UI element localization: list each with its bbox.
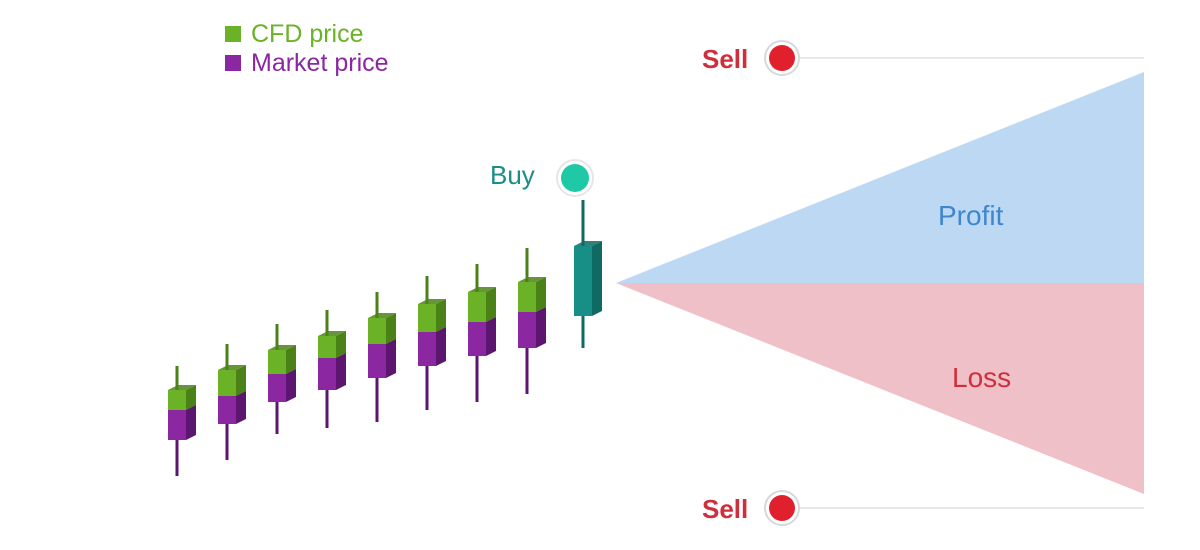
buy-label: Buy: [490, 160, 535, 191]
candle-6-market-front: [468, 322, 486, 356]
sell-dot-bottom: [769, 495, 795, 521]
legend-item-market: Market price: [225, 49, 389, 78]
candle-1-cfd-front: [218, 370, 236, 396]
candle-6-cfd-side: [486, 287, 496, 322]
candle-0-market-side: [186, 405, 196, 440]
sell-dot-top: [769, 45, 795, 71]
candle-2-market-front: [268, 374, 286, 402]
candle-7-cfd-front: [518, 282, 536, 312]
cfd-diagram: CFD price Market price Buy Sell Sell Pro…: [0, 0, 1200, 550]
candle-4-cfd-front: [368, 318, 386, 344]
legend: CFD price Market price: [225, 20, 389, 78]
candle-4-market-front: [368, 344, 386, 378]
legend-swatch-market: [225, 55, 241, 71]
candle-1-market-front: [218, 396, 236, 424]
candle-3-market-side: [336, 353, 346, 390]
candle-5-market-front: [418, 332, 436, 366]
profit-triangle: [616, 72, 1144, 283]
buy-dot: [561, 164, 589, 192]
candle-4-market-side: [386, 339, 396, 378]
candle-1-cfd-side: [236, 365, 246, 396]
sell-label-bottom: Sell: [702, 494, 748, 525]
candle-6-cfd-front: [468, 292, 486, 322]
candle-5-cfd-side: [436, 299, 446, 332]
buy-candle-side: [592, 241, 602, 316]
candle-3-market-front: [318, 358, 336, 390]
candle-5-market-side: [436, 327, 446, 366]
candle-7-market-side: [536, 307, 546, 348]
candle-4-cfd-side: [386, 313, 396, 344]
candle-2-market-side: [286, 369, 296, 402]
candle-2-cfd-side: [286, 345, 296, 374]
candle-7-cfd-side: [536, 277, 546, 312]
candle-3-cfd-front: [318, 336, 336, 358]
candle-7-market-front: [518, 312, 536, 348]
candle-0-cfd-front: [168, 390, 186, 410]
candle-2-cfd-front: [268, 350, 286, 374]
loss-label: Loss: [952, 362, 1011, 394]
legend-item-cfd: CFD price: [225, 20, 389, 49]
buy-candle-front: [574, 246, 592, 316]
candle-5-cfd-front: [418, 304, 436, 332]
candle-0-market-front: [168, 410, 186, 440]
diagram-svg: [0, 0, 1200, 550]
legend-label-cfd: CFD price: [251, 20, 364, 49]
candle-6-market-side: [486, 317, 496, 356]
sell-label-top: Sell: [702, 44, 748, 75]
legend-swatch-cfd: [225, 26, 241, 42]
loss-triangle: [616, 283, 1144, 494]
legend-label-market: Market price: [251, 49, 389, 78]
profit-label: Profit: [938, 200, 1003, 232]
candle-1-market-side: [236, 391, 246, 424]
